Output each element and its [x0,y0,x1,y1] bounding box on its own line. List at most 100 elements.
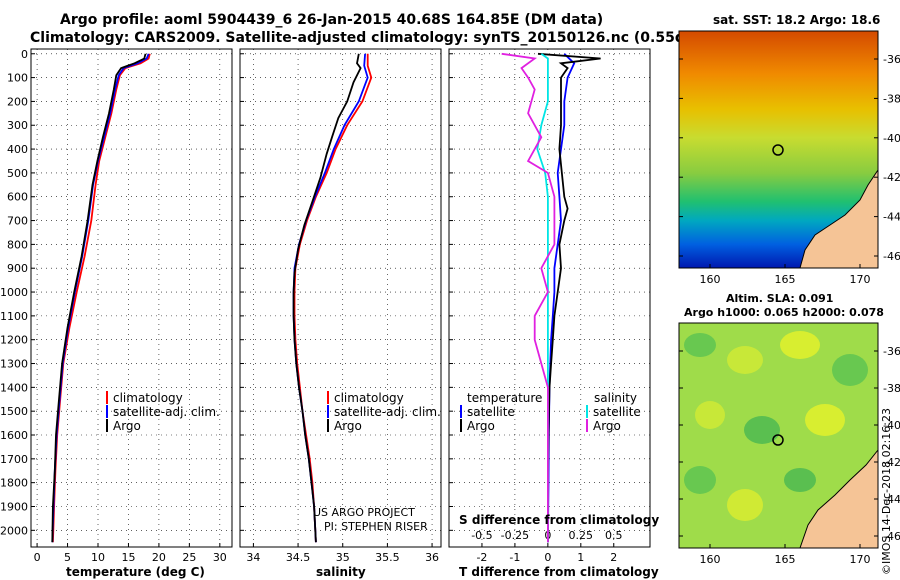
y-tick-label: 300 [7,119,28,132]
y-tick-label: 1500 [0,405,28,418]
sst-map-title: sat. SST: 18.2 Argo: 18.6 [713,13,880,27]
map-lat-label: -42 [883,456,900,469]
difference-axes-frame [448,48,651,548]
sla-blob [727,346,763,374]
sla-map-title-2: Argo h1000: 0.065 h2000: 0.078 [684,306,884,319]
y-tick-label: 800 [7,238,28,251]
y-tick-label: 700 [7,215,28,228]
difference-xlabel: T difference from climatology [459,565,659,579]
y-tick-label: 1900 [0,500,28,513]
x-tick-label: 36 [425,551,439,564]
sla-map-title-1: Altim. SLA: 0.091 [726,292,833,305]
x-tick-label: 20 [152,551,166,564]
salinity-legend: climatology satellite-adj. clim. Argo [327,391,441,433]
salinity-panel: 34 34.5 35 35.5 36 salinity climatology sate… [239,48,442,579]
y-tick-label: 600 [7,191,28,204]
series-argo [292,53,362,543]
x-tick-label: 15 [121,551,135,564]
x-tick-label: 34 [246,551,260,564]
legend-label-satellite: satellite-adj. clim. [113,405,220,419]
series-s-argo [501,52,556,543]
legend-label-t-argo: Argo [467,419,495,433]
legend-label-t-satellite: satellite [467,405,515,419]
x-tick-label: -1 [509,551,520,564]
y-tick-label: 1200 [0,334,28,347]
sst-map: sat. SST: 18.2 Argo: 18.6 -36 -38 -40 -42 -4… [678,13,900,286]
x-tick-label: 1 [577,551,584,564]
y-tick-label: 1300 [0,358,28,371]
sla-blob [727,489,763,521]
map-lat-label: -40 [883,419,900,432]
legend-title-salinity: salinity [594,391,637,405]
x-tick-label: 35.5 [375,551,400,564]
y-tick-label: 900 [7,262,28,275]
map-lat-label: -38 [883,382,900,395]
y-tick-label: 1800 [0,477,28,490]
chart-title-line1: Argo profile: aoml 5904439_6 26-Jan-2015… [60,12,604,28]
y-tick-label: 1700 [0,453,28,466]
y-tick-label: 1000 [0,286,28,299]
sla-blob [695,401,725,429]
map-lat-label: -42 [883,171,900,184]
chart-title-line2: Climatology: CARS2009. Satellite-adjuste… [30,30,748,46]
map-lat-label: -38 [883,92,900,105]
y-tick-label: 0 [21,48,28,61]
map-lon-label: 165 [775,553,796,566]
x-tick-label: 34.5 [286,551,311,564]
map-lat-label: -36 [883,345,900,358]
sla-blob [832,354,868,386]
map-lat-label: -40 [883,132,900,145]
x-tick-label: 0 [34,551,41,564]
y-tick-label: 200 [7,95,28,108]
legend-label-s-satellite: satellite [593,405,641,419]
difference-panel: -2 -1 0 1 2-0.5 -0.25 0 0.25 0.5 T difference fr… [448,48,659,579]
legend-label-climatology: climatology [334,391,404,405]
y-tick-label: 1400 [0,381,28,394]
map-lat-label: -44 [883,211,900,224]
x-tick-label: 25 [182,551,196,564]
map-lon-label: 170 [850,273,871,286]
map-lat-label: -44 [883,493,900,506]
legend-label-argo: Argo [113,419,141,433]
difference-xlabel2: S difference from climatology [459,513,659,527]
x2-tick-label: 0.25 [569,529,594,542]
map-lon-label: 160 [700,553,721,566]
temperature-xlabel: temperature (deg C) [66,565,205,579]
x-tick-label: 30 [213,551,227,564]
legend-label-s-argo: Argo [593,419,621,433]
x-tick-label: 5 [64,551,71,564]
sla-blobs [684,331,868,521]
credit-pi: PI: STEPHEN RISER [324,520,428,533]
map-lat-label: -46 [883,530,900,543]
y-tick-label: 1600 [0,429,28,442]
x2-tick-label: 0.5 [605,529,623,542]
x-tick-label: 35 [336,551,350,564]
map-lon-label: 165 [775,273,796,286]
y-tick-label: 1100 [0,310,28,323]
map-lat-label: -36 [883,53,900,66]
x-tick-label: 0 [544,551,551,564]
series-argo [51,53,147,543]
y-tick-label: 2000 [0,524,28,537]
x-tick-label: 2 [610,551,617,564]
sla-blob [684,466,716,494]
x-tick-label: -2 [476,551,487,564]
legend-label-argo: Argo [334,419,362,433]
map-lat-label: -46 [883,250,900,263]
sla-float-marker [772,434,784,446]
legend-label-climatology: climatology [113,391,183,405]
temperature-axes-frame [30,48,233,548]
x2-tick-label: -0.5 [471,529,492,542]
temperature-panel: 0100200300400500600700800900100011001200… [0,48,233,579]
salinity-xlabel: salinity [316,565,366,579]
x-tick-label: 10 [91,551,105,564]
sla-blob [684,333,716,357]
credit-project: US ARGO PROJECT [313,506,415,519]
sla-blob [780,331,820,359]
y-tick-label: 500 [7,167,28,180]
sla-blob [784,468,816,492]
temperature-legend: climatology satellite-adj. clim. Argo [106,391,220,433]
sla-blob [805,404,845,436]
legend-title-temperature: temperature [467,391,542,405]
